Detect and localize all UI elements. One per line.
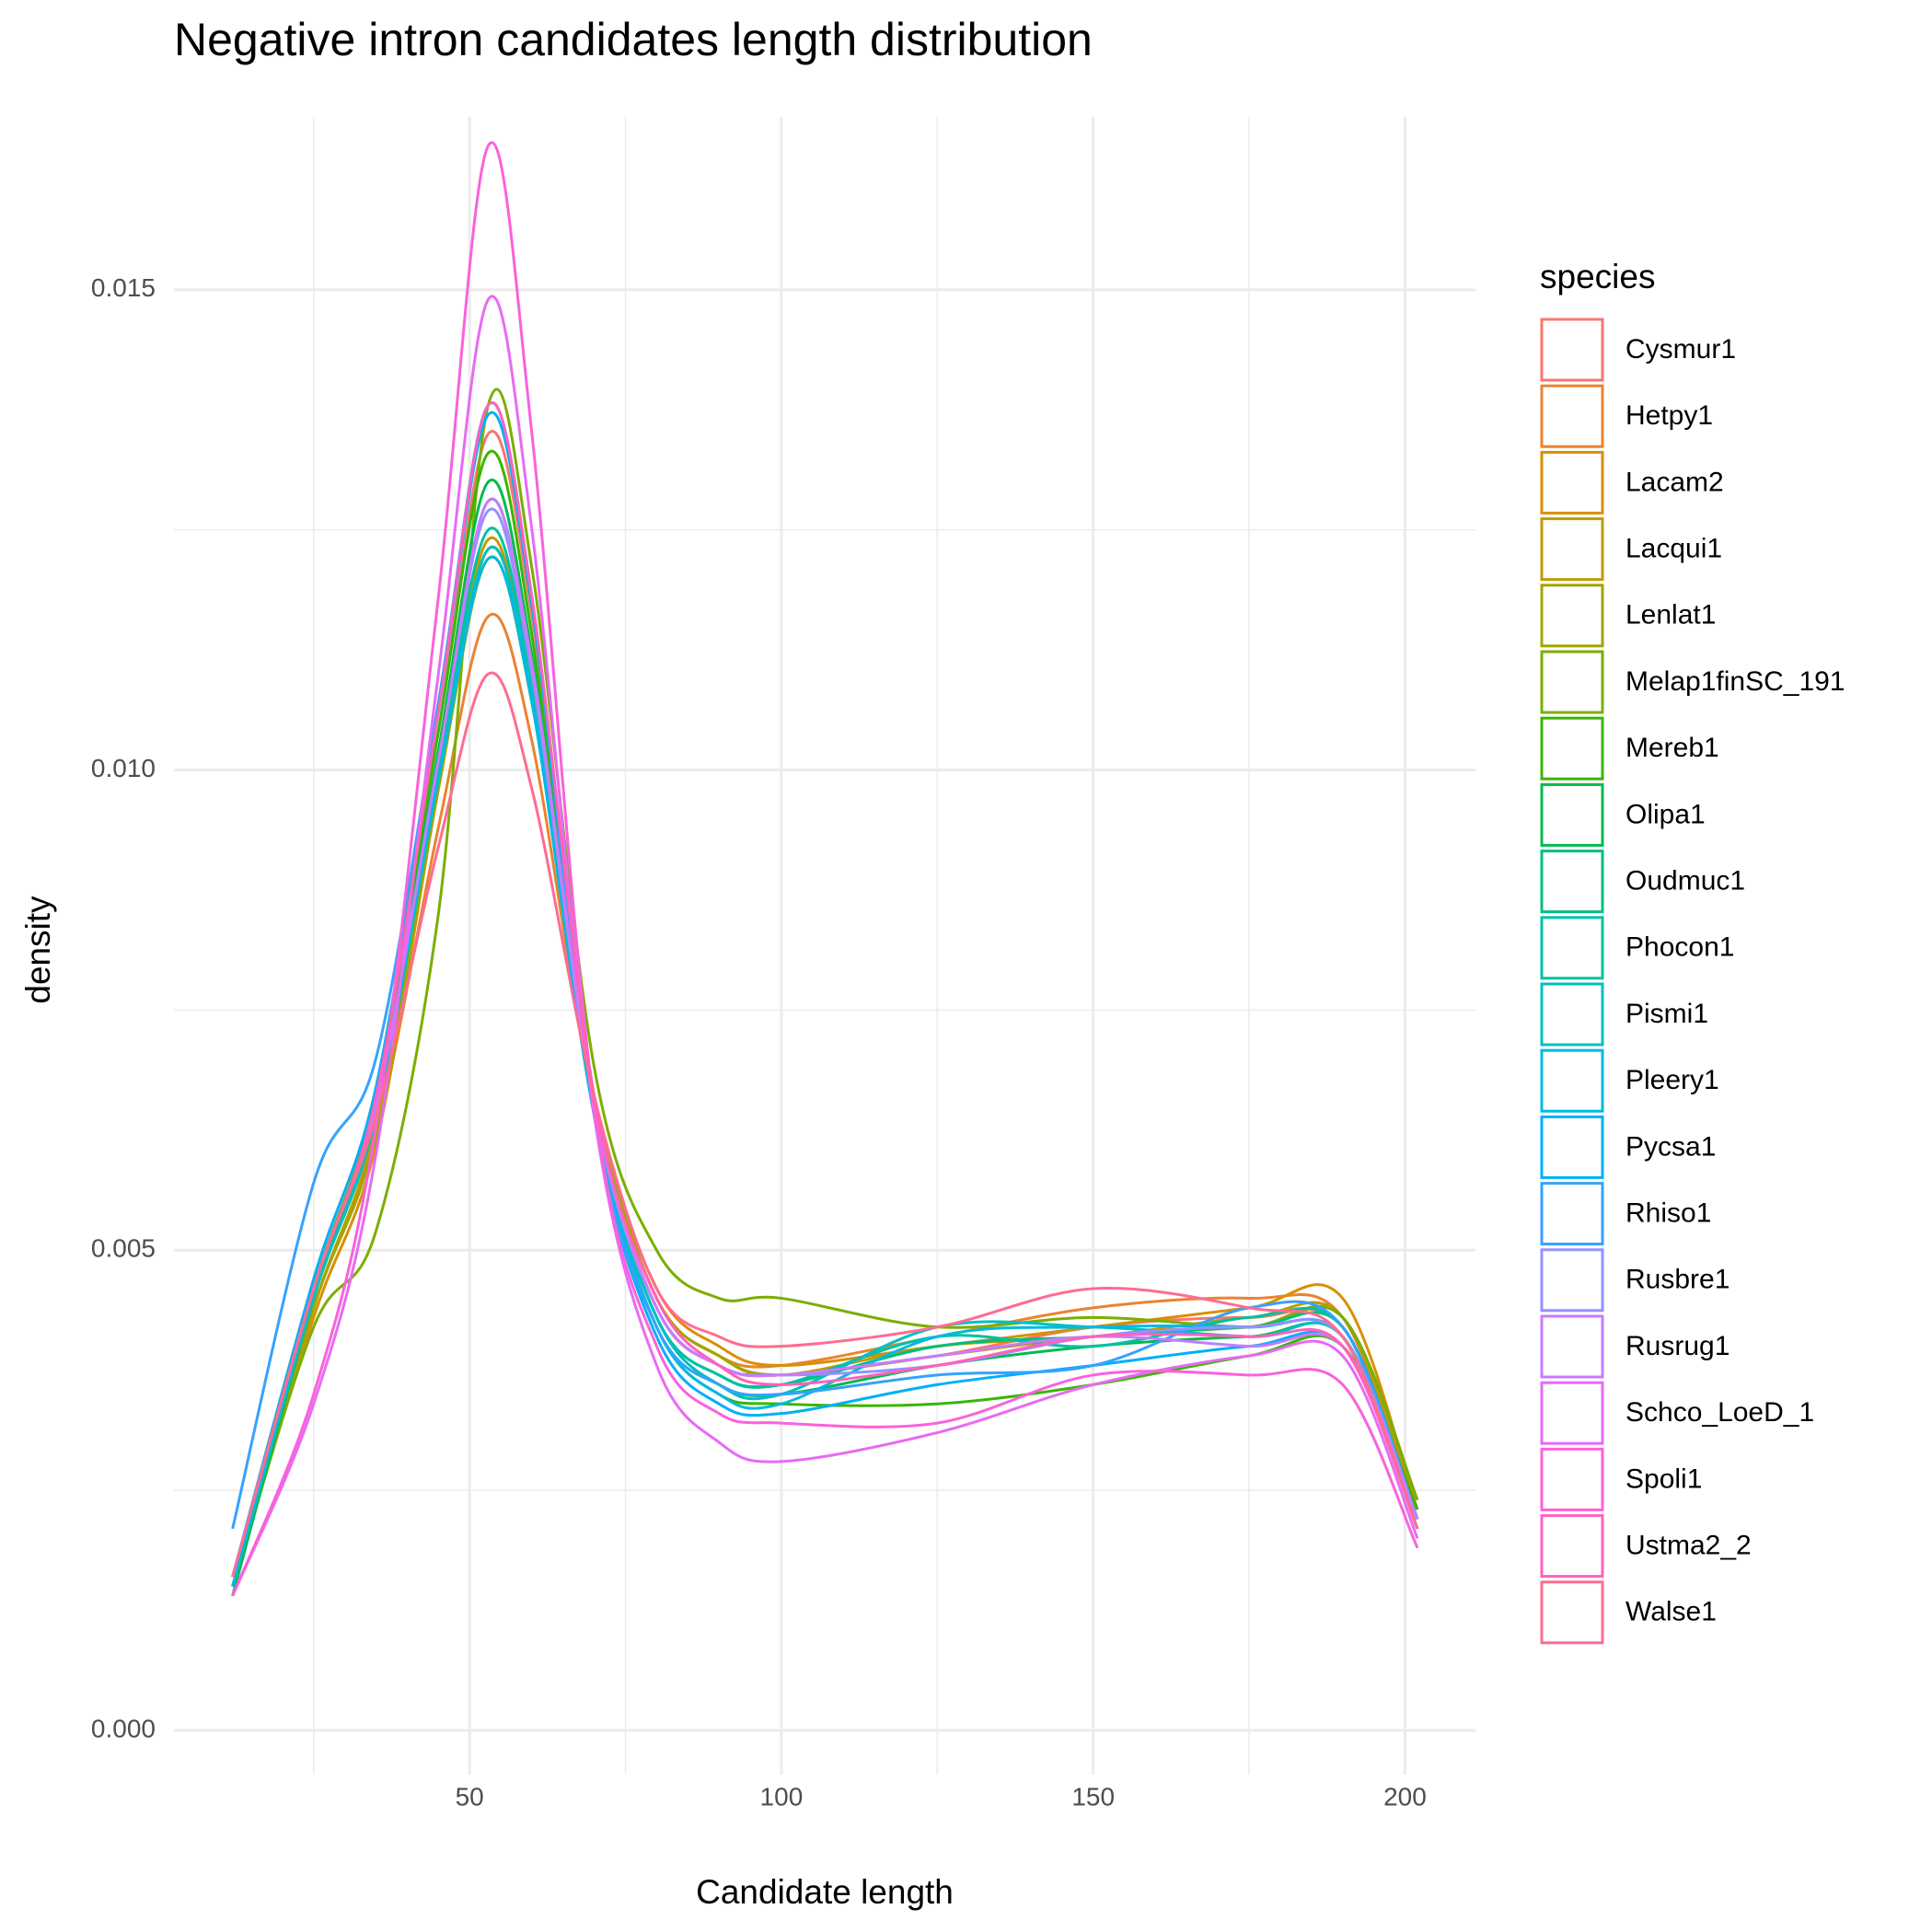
legend-key (1540, 650, 1604, 714)
legend-key (1540, 1115, 1604, 1179)
y-tick-label: 0.015 (91, 273, 156, 302)
legend-key (1540, 517, 1604, 582)
legend-label: Phocon1 (1625, 932, 1734, 963)
density-line (231, 546, 1419, 1587)
density-line (231, 497, 1419, 1578)
density-line (231, 497, 1419, 1587)
legend-label: Walse1 (1625, 1597, 1717, 1627)
legend-key (1540, 1314, 1604, 1379)
legend-label: Lenlat1 (1625, 600, 1716, 631)
density-line (231, 555, 1419, 1587)
legend-key (1540, 1248, 1604, 1313)
legend-label: Schco_LoeD_1 (1625, 1397, 1814, 1428)
legend-key (1540, 1514, 1604, 1579)
legend-key (1540, 916, 1604, 980)
legend-label: Pleery1 (1625, 1065, 1719, 1095)
y-tick-label: 0.005 (91, 1234, 156, 1263)
legend-key (1540, 1447, 1604, 1511)
legend-key (1540, 318, 1604, 382)
legend-label: Pycsa1 (1625, 1131, 1716, 1162)
legend-key (1540, 384, 1604, 448)
density-line (231, 545, 1419, 1587)
legend-label: Hetpy1 (1625, 400, 1713, 431)
density-line (231, 555, 1419, 1587)
legend-label: Lacam2 (1625, 467, 1724, 497)
legend-label: Mereb1 (1625, 733, 1719, 763)
grid (174, 117, 1475, 1775)
density-line (231, 478, 1419, 1597)
chart-title: Negative intron candidates length distri… (174, 14, 1093, 65)
legend-label: Melap1finSC_191 (1625, 666, 1845, 697)
legend-label: Rhiso1 (1625, 1198, 1711, 1229)
density-line (231, 612, 1419, 1587)
density-line (231, 411, 1419, 1578)
legend-key (1540, 1048, 1604, 1113)
legend-key (1540, 450, 1604, 515)
y-tick-label: 0.010 (91, 754, 156, 782)
x-tick-label: 150 (1071, 1782, 1115, 1811)
legend-label: Ustma2_2 (1625, 1531, 1752, 1561)
legend-label: Pismi1 (1625, 999, 1708, 1029)
x-tick-label: 50 (456, 1782, 484, 1811)
legend-key (1540, 850, 1604, 914)
legend-key (1540, 716, 1604, 781)
density-line (231, 507, 1419, 1578)
density-line (231, 526, 1419, 1587)
x-axis-title: Candidate length (696, 1873, 954, 1911)
legend-label: Rusrug1 (1625, 1331, 1730, 1361)
legend-key (1540, 982, 1604, 1047)
density-line (231, 671, 1419, 1578)
legend-key (1540, 1580, 1604, 1645)
y-axis-title: density (19, 896, 57, 1004)
legend-label: Spoli1 (1625, 1463, 1702, 1494)
density-line (231, 388, 1419, 1587)
x-tick-label: 200 (1383, 1782, 1427, 1811)
legend-key (1540, 1381, 1604, 1445)
density-line (231, 536, 1419, 1587)
y-tick-label: 0.000 (91, 1714, 156, 1742)
legend-label: Olipa1 (1625, 799, 1706, 829)
x-tick-label: 100 (760, 1782, 804, 1811)
legend-key (1540, 782, 1604, 847)
legend-key (1540, 584, 1604, 648)
density-line (231, 401, 1419, 1578)
legend-label: Rusbre1 (1625, 1265, 1730, 1295)
legend-key (1540, 1182, 1604, 1246)
legend-label: Cysmur1 (1625, 334, 1736, 364)
legend-title: species (1540, 258, 1655, 295)
legend-label: Oudmuc1 (1625, 866, 1745, 897)
legend-label: Lacqui1 (1625, 534, 1722, 564)
